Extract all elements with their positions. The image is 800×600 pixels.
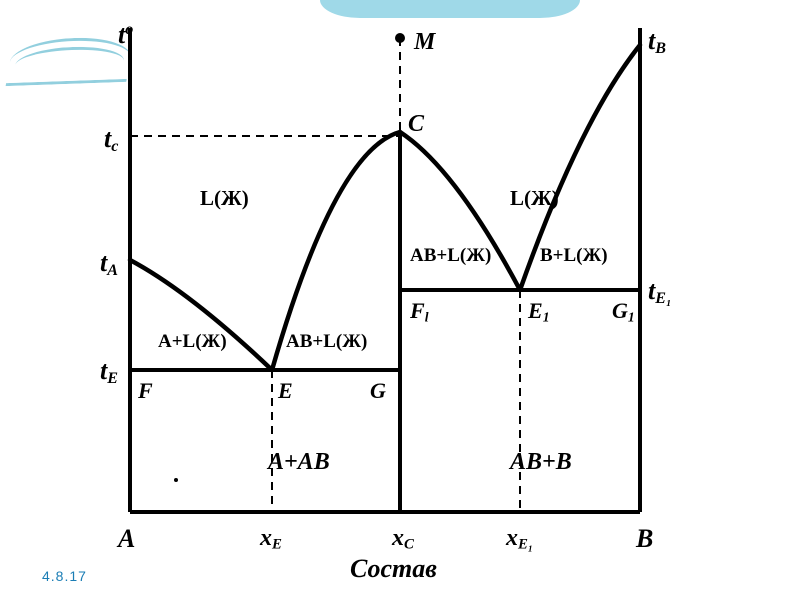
point-label-E: E <box>278 380 293 402</box>
corner-label-A: A <box>118 526 135 552</box>
region-label-B-plus-L: B+L(Ж) <box>540 246 608 265</box>
corner-label-B: B <box>636 526 653 552</box>
point-label-E1: E1 <box>528 300 550 324</box>
region-label-A-plus-AB: A+AB <box>268 450 330 474</box>
region-label-AB-plus-L-hi: AB+L(Ж) <box>410 246 491 265</box>
region-label-L-right: L(Ж) <box>510 188 559 209</box>
point-label-M: М <box>414 30 435 54</box>
point-label-C: С <box>408 112 424 136</box>
axis-label-t-sup-o: to <box>118 22 133 48</box>
point-label-F: F <box>138 380 153 402</box>
x-axis-title: Состав <box>350 556 437 582</box>
point-label-F1: Fl <box>410 300 428 324</box>
tick-label-tE: tE <box>100 358 118 387</box>
footer-date: 4.8.17 <box>42 568 87 584</box>
tick-label-tE1: tE₁ <box>648 278 672 307</box>
xtick-label-xE: xE <box>260 526 282 553</box>
xtick-label-xC: xC <box>392 526 414 553</box>
phase-diagram-svg <box>0 0 800 600</box>
tick-label-tc: tc <box>104 126 118 155</box>
region-label-AB-plus-L-lo: AB+L(Ж) <box>286 332 367 351</box>
point-label-G: G <box>370 380 386 402</box>
region-label-L-left: L(Ж) <box>200 188 249 209</box>
point-label-G1: G1 <box>612 300 635 324</box>
region-label-A-plus-L: A+L(Ж) <box>158 332 227 351</box>
tick-label-tA: tA <box>100 250 118 279</box>
region-label-AB-plus-B: AB+B <box>510 450 572 474</box>
xtick-label-xE1: xE₁ <box>506 526 533 553</box>
tick-label-tB: tB <box>648 28 666 57</box>
